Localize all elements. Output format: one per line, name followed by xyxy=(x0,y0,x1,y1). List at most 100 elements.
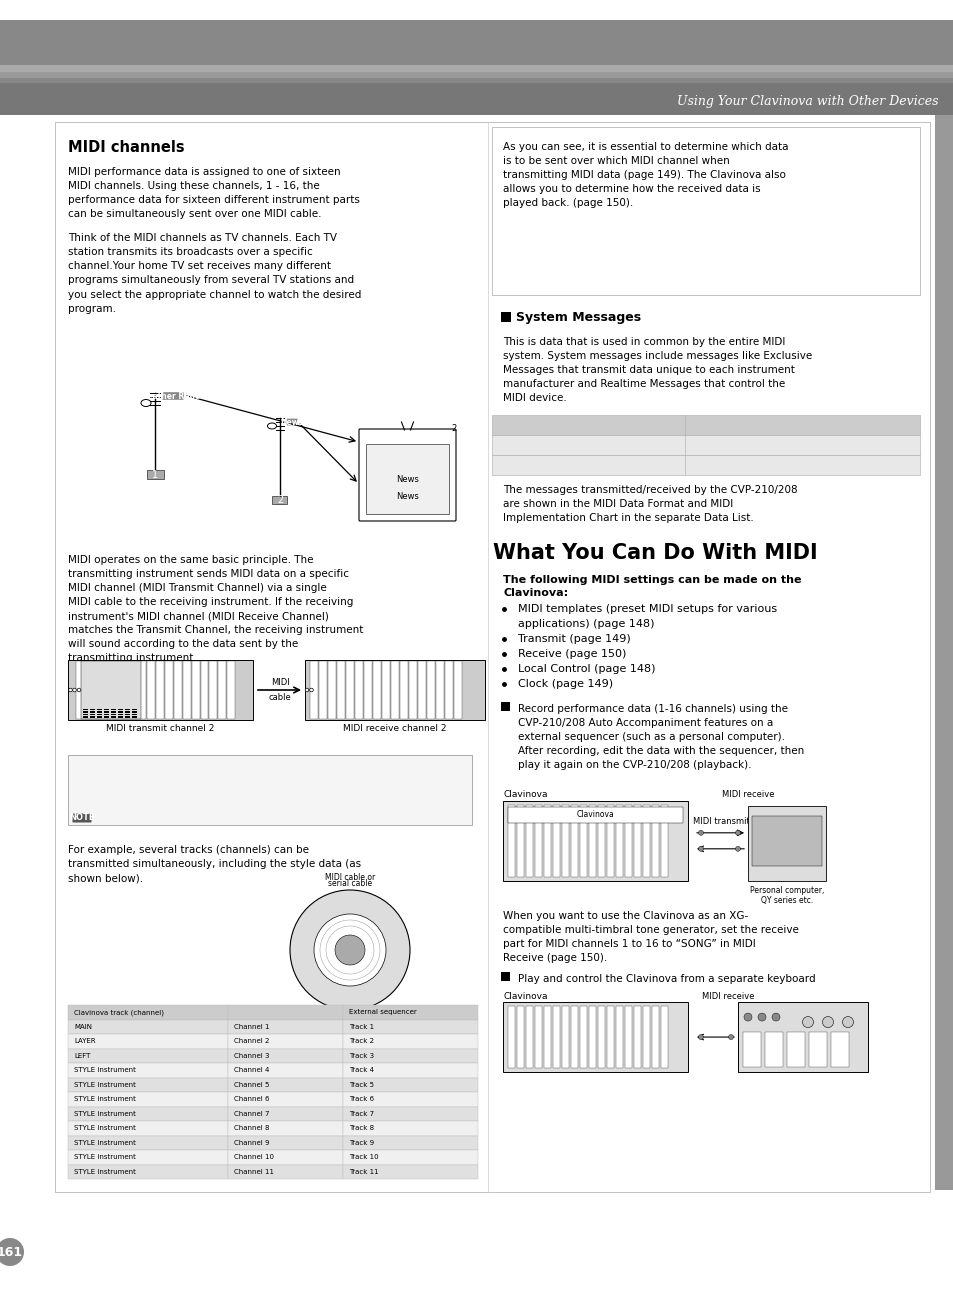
Text: MIDI channel (MIDI Transmit Channel) via a single: MIDI channel (MIDI Transmit Channel) via… xyxy=(68,582,327,593)
Text: Weather Report: Weather Report xyxy=(138,392,207,401)
Bar xyxy=(218,661,226,720)
Circle shape xyxy=(771,1013,780,1021)
Text: Channel 9: Channel 9 xyxy=(233,1140,269,1145)
Bar xyxy=(598,1006,604,1068)
Circle shape xyxy=(698,846,702,852)
Text: LAYER: LAYER xyxy=(74,1038,95,1045)
Text: shown below).: shown below). xyxy=(68,874,143,883)
Bar xyxy=(76,661,84,720)
Text: Track 7: Track 7 xyxy=(349,1110,374,1117)
Bar xyxy=(651,1006,659,1068)
Text: Local Control (page 148): Local Control (page 148) xyxy=(517,663,655,674)
Bar xyxy=(118,708,123,710)
Bar xyxy=(97,710,102,713)
Bar xyxy=(492,435,919,456)
Bar xyxy=(310,661,317,720)
Text: MIDI channels. Using these channels, 1 - 16, the: MIDI channels. Using these channels, 1 -… xyxy=(68,182,319,191)
Bar xyxy=(444,661,453,720)
Text: News: News xyxy=(395,492,418,502)
Text: Record performance data (1-16 channels) using the: Record performance data (1-16 channels) … xyxy=(517,704,787,713)
Circle shape xyxy=(801,1016,813,1028)
Bar xyxy=(147,661,154,720)
Text: Track 6: Track 6 xyxy=(349,1096,374,1102)
Bar xyxy=(118,710,123,713)
Bar xyxy=(343,1092,477,1106)
Bar xyxy=(125,708,130,710)
Circle shape xyxy=(335,935,365,965)
Text: Clavinova:: Clavinova: xyxy=(502,588,568,598)
Bar xyxy=(0,88,953,115)
Text: The following MIDI settings can be made on the: The following MIDI settings can be made … xyxy=(502,575,801,585)
Text: system. System messages include messages like Exclusive: system. System messages include messages… xyxy=(502,351,811,360)
Bar xyxy=(786,1032,804,1067)
Text: program.: program. xyxy=(68,303,116,313)
Bar xyxy=(651,804,659,876)
Text: Track 5: Track 5 xyxy=(349,1081,374,1088)
Bar xyxy=(492,127,919,295)
Bar xyxy=(103,661,111,720)
Bar xyxy=(68,1106,228,1121)
Bar xyxy=(0,65,953,72)
Bar xyxy=(588,1006,596,1068)
Text: When you want to use the Clavinova as an XG-: When you want to use the Clavinova as an… xyxy=(502,910,747,921)
Text: MIDI receive channel 2: MIDI receive channel 2 xyxy=(343,724,446,733)
Circle shape xyxy=(305,688,309,692)
Bar xyxy=(328,661,335,720)
Bar xyxy=(553,1006,559,1068)
Bar xyxy=(507,804,515,876)
Bar xyxy=(579,1006,586,1068)
Text: STYLE instrument: STYLE instrument xyxy=(74,1067,135,1074)
Bar xyxy=(318,661,327,720)
Text: Receive (page 150): Receive (page 150) xyxy=(517,649,626,658)
Text: Track 9: Track 9 xyxy=(349,1140,374,1145)
Text: Track 11: Track 11 xyxy=(349,1169,378,1175)
Bar xyxy=(660,804,667,876)
Text: As you can see, it is essential to determine which data: As you can see, it is essential to deter… xyxy=(502,142,788,151)
Bar xyxy=(228,1006,343,1020)
Text: Clavinova track (channel): Clavinova track (channel) xyxy=(74,1010,164,1016)
Bar xyxy=(616,1006,622,1068)
Bar xyxy=(68,1151,228,1165)
Bar xyxy=(125,713,130,714)
Bar xyxy=(228,1151,343,1165)
Text: NOTE: NOTE xyxy=(70,814,94,823)
Circle shape xyxy=(735,831,740,836)
Bar xyxy=(125,716,130,717)
Bar xyxy=(97,713,102,714)
Text: STYLE instrument: STYLE instrument xyxy=(74,1155,135,1160)
Bar xyxy=(579,804,586,876)
Bar xyxy=(642,804,649,876)
Bar xyxy=(83,708,88,710)
Text: MIDI transmit: MIDI transmit xyxy=(692,816,749,825)
Text: MIDI channels: MIDI channels xyxy=(68,140,185,155)
Bar xyxy=(228,1106,343,1121)
Bar xyxy=(525,1006,533,1068)
Text: compatible multi-timbral tone generator, set the receive: compatible multi-timbral tone generator,… xyxy=(502,925,798,935)
Bar xyxy=(90,708,95,710)
Bar xyxy=(111,710,116,713)
Bar xyxy=(764,1032,782,1067)
Bar xyxy=(68,1063,228,1077)
Bar xyxy=(120,661,128,720)
Bar xyxy=(492,786,919,901)
Text: MIDI cable to the receiving instrument. If the receiving: MIDI cable to the receiving instrument. … xyxy=(68,597,353,607)
Bar xyxy=(391,661,398,720)
Bar xyxy=(427,661,435,720)
Text: CVP-210/208 Auto Accompaniment features on a: CVP-210/208 Auto Accompaniment features … xyxy=(517,717,773,727)
Bar xyxy=(553,804,559,876)
Text: are shown in the MIDI Data Format and MIDI: are shown in the MIDI Data Format and MI… xyxy=(502,499,733,509)
Bar xyxy=(104,710,109,713)
Text: After recording, edit the data with the sequencer, then: After recording, edit the data with the … xyxy=(517,746,803,756)
Bar xyxy=(118,713,123,714)
Bar xyxy=(68,1077,228,1092)
Text: matches the Transmit Channel, the receiving instrument: matches the Transmit Channel, the receiv… xyxy=(68,626,363,635)
Bar xyxy=(273,496,287,504)
Text: played back. (page 150).: played back. (page 150). xyxy=(502,199,633,208)
Bar xyxy=(642,1006,649,1068)
Circle shape xyxy=(841,1016,853,1028)
Bar xyxy=(399,661,407,720)
Text: MIDI performance data is assigned to one of sixteen: MIDI performance data is assigned to one… xyxy=(68,167,340,178)
Bar xyxy=(104,716,109,717)
Bar xyxy=(228,1121,343,1135)
Bar xyxy=(561,1006,568,1068)
